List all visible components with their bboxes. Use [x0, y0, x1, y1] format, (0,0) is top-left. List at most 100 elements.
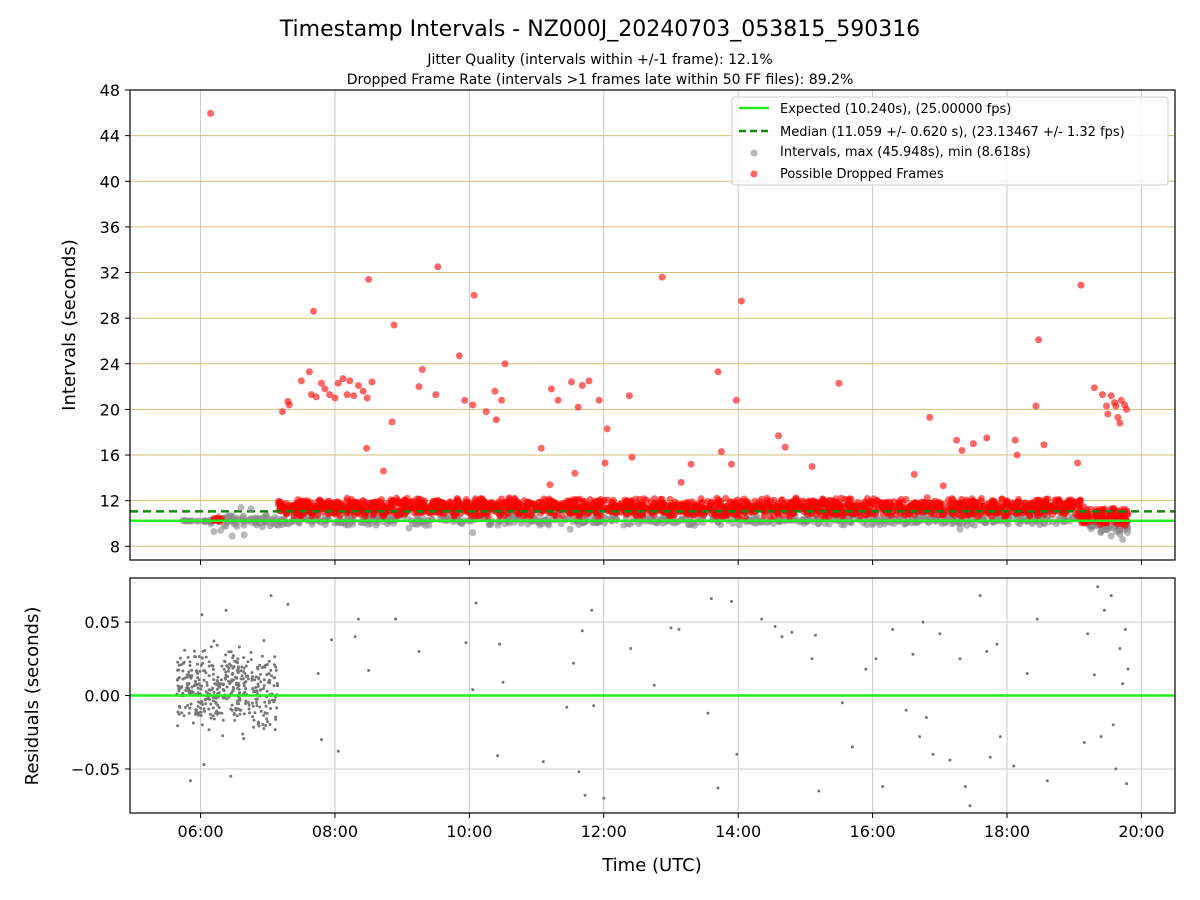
intervals-series-1-point [958, 447, 966, 454]
chart-subtitle-dropped: Dropped Frame Rate (intervals >1 frames … [347, 72, 854, 88]
residuals-series-0-point [199, 664, 203, 667]
intervals-series-0-point [635, 520, 643, 528]
intervals-series-1-point [826, 509, 834, 517]
intervals-series-1-point [969, 497, 977, 505]
intervals-series-1-point [321, 499, 329, 507]
intervals-series-1-point [373, 498, 381, 506]
residuals-series-0-point [709, 597, 713, 601]
intervals-series-1-point [578, 382, 586, 389]
residuals-series-0-point [194, 712, 197, 716]
residuals-series-0-point [202, 707, 206, 711]
intervals-series-1-point [766, 513, 774, 521]
residuals-series-0-point [1045, 779, 1049, 783]
intervals-series-1-point [390, 321, 398, 329]
residuals-series-0-point [236, 668, 240, 671]
intervals-series-1-point [461, 396, 469, 404]
residuals-series-0-point [1111, 723, 1115, 727]
intervals-series-1-point [947, 504, 955, 512]
intervals-series-1-point [347, 500, 355, 508]
intervals-series-1-point [1048, 511, 1056, 519]
intervals-series-1-point [870, 495, 878, 503]
intervals-series-1-point [1032, 496, 1040, 504]
residuals-series-0-point [1096, 585, 1100, 589]
residuals-series-0-point [716, 786, 720, 790]
residuals-series-0-point [239, 677, 243, 681]
residuals-series-0-point [248, 711, 252, 715]
residuals-series-0-point [881, 785, 885, 789]
residuals-series-0-point [272, 684, 276, 688]
intervals-series-1-point [505, 495, 513, 503]
intervals-series-1-point [293, 501, 300, 509]
residuals-series-0-point [577, 770, 581, 774]
intervals-series-1-point [455, 352, 463, 360]
residuals-series-0-point [242, 712, 246, 716]
intervals-series-1-point [537, 444, 545, 452]
residuals-series-0-point [189, 702, 193, 706]
intervals-series-1-point [1011, 436, 1019, 444]
intervals-y-tick-label: 44 [100, 127, 120, 146]
intervals-series-1-point [501, 500, 509, 508]
intervals-series-1-point [308, 499, 315, 507]
intervals-series-1-point [983, 434, 991, 442]
residuals-series-0-point [180, 711, 184, 715]
residuals-series-0-point [219, 682, 223, 686]
residuals-series-0-point [242, 684, 246, 688]
residuals-series-0-point [1125, 782, 1129, 786]
residuals-series-0-point [1092, 673, 1096, 677]
residuals-series-0-point [275, 706, 279, 710]
residuals-series-0-point [184, 689, 188, 692]
residuals-series-0-point [706, 711, 710, 715]
intervals-series-1-point [999, 503, 1007, 511]
residuals-series-0-point [225, 697, 229, 701]
intervals-series-0-point [469, 529, 477, 537]
residuals-series-0-point [1126, 667, 1130, 671]
intervals-series-0-point [1056, 514, 1064, 522]
intervals-series-1-point [343, 391, 351, 399]
residuals-series-0-point [200, 700, 204, 704]
residuals-series-0-point [250, 701, 254, 705]
residuals-series-0-point [367, 669, 371, 672]
residuals-series-0-point [242, 737, 246, 741]
intervals-series-1-point [432, 391, 440, 399]
residuals-series-0-point [194, 708, 198, 712]
residuals-series-0-point [181, 669, 185, 673]
residuals-series-0-point [266, 720, 269, 724]
residuals-series-0-point [200, 656, 204, 660]
residuals-series-0-point [236, 657, 240, 661]
intervals-series-1-point [953, 436, 961, 444]
intervals-y-tick-label: 8 [110, 537, 120, 556]
intervals-series-1-point [604, 496, 612, 504]
residuals-series-0-point [330, 638, 334, 642]
residuals-series-0-point [257, 720, 260, 724]
residuals-series-0-point [196, 704, 200, 708]
residuals-series-0-point [541, 760, 545, 764]
residuals-series-0-point [183, 648, 187, 652]
intervals-series-1-point [297, 511, 304, 519]
intervals-series-1-point [339, 375, 347, 383]
residuals-series-0-point [1012, 764, 1016, 768]
intervals-series-1-point [621, 500, 629, 508]
residuals-series-0-point [222, 696, 225, 700]
intervals-series-1-point [822, 498, 830, 506]
residuals-series-0-point [918, 735, 922, 739]
residuals-series-0-point [1025, 672, 1029, 675]
residuals-series-0-point [212, 678, 216, 682]
intervals-series-1-point [577, 504, 585, 512]
intervals-series-1-point [368, 378, 376, 386]
residuals-series-0-point [357, 617, 360, 621]
residuals-series-0-point [931, 752, 935, 756]
residuals-series-0-point [201, 649, 205, 653]
intervals-axes-frame [129, 89, 1176, 561]
residuals-series-0-point [186, 703, 190, 707]
intervals-series-1-point [935, 511, 943, 519]
residuals-series-0-point [197, 682, 201, 686]
residuals-series-0-point [212, 690, 216, 694]
residuals-series-0-point [190, 668, 194, 672]
residuals-series-0-point [190, 685, 194, 689]
intervals-series-1-point [865, 510, 872, 518]
residuals-series-0-point [501, 680, 505, 684]
residuals-series-0-point [200, 613, 204, 617]
residuals-series-0-point [255, 701, 258, 704]
residuals-series-0-point [215, 687, 219, 691]
intervals-series-0-point [956, 525, 964, 533]
